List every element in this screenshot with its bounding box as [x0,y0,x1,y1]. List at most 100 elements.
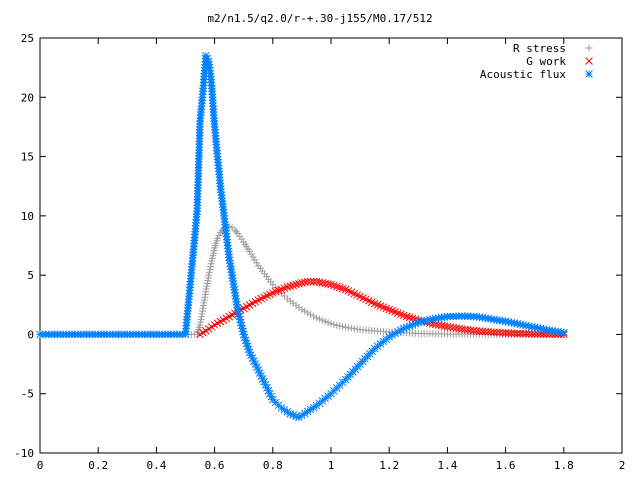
data-point [510,319,519,328]
data-point [310,312,318,320]
legend-marker [585,44,593,52]
data-point [388,306,396,315]
data-point [335,283,344,292]
data-point [321,317,329,325]
data-point [298,278,306,287]
data-point [232,228,240,236]
x-tick-label: 1.6 [496,459,516,472]
data-point [205,271,213,279]
x-tick-label: 2 [619,459,626,472]
data-point [484,327,492,336]
data-point [304,309,312,317]
series-g-work [196,277,568,339]
data-point [269,281,277,289]
data-point [327,320,335,328]
data-point [312,277,321,286]
data-point [533,330,542,338]
y-tick-label: 5 [27,269,34,282]
legend-marker [585,57,593,65]
data-point [510,329,519,338]
data-point [207,260,215,268]
data-point [205,268,213,276]
data-point [289,281,298,290]
data-point [321,279,330,288]
y-tick-label: 25 [21,32,34,45]
x-axis: 0 0.2 0.4 0.6 0.8 1 1.2 1.4 1.6 1.8 2 [37,38,626,472]
data-point [487,328,495,336]
data-point [251,256,259,264]
series-layer [36,51,568,422]
data-point [207,263,215,271]
x-tick-label: 1.2 [379,459,399,472]
data-point [214,234,222,242]
data-point [402,312,411,321]
series-acoustic-flux [36,51,568,422]
data-point [312,314,320,322]
data-point [399,311,408,320]
data-point [394,309,402,317]
y-tick-label: 20 [21,91,34,104]
data-point [373,300,382,309]
data-point [327,280,335,289]
data-point [507,329,516,338]
data-point [493,328,501,337]
data-point [336,322,344,330]
data-point [501,329,510,337]
data-point [559,328,568,337]
data-point [516,329,525,338]
data-point [525,329,533,338]
data-point [306,277,315,286]
y-tick-label: 15 [21,151,34,164]
legend-marker [585,70,593,78]
data-point [315,278,324,287]
x-tick-label: 1 [328,459,335,472]
data-point [303,277,312,286]
data-point [437,321,446,330]
data-point [315,315,323,323]
data-point [536,324,545,333]
data-point [434,321,443,329]
data-point [330,320,338,328]
y-tick-label: 10 [21,210,34,223]
data-point [498,328,507,337]
data-point [260,378,268,386]
chart-title: m2/n1.5/q2.0/r-+.30-j155/M0.17/512 [207,12,432,25]
data-point [298,306,306,314]
data-point [318,316,326,324]
y-tick-label: 0 [27,328,34,341]
data-point [266,389,274,398]
data-point [330,281,338,290]
data-point [286,282,295,291]
y-axis: -10 -5 0 5 10 15 20 25 [14,32,622,460]
data-point [513,329,522,338]
data-point [246,247,254,255]
data-point [431,320,440,329]
data-point [301,307,309,315]
legend-label: Acoustic flux [480,68,566,81]
data-point [324,319,332,327]
data-point [307,311,315,319]
data-point [527,330,536,338]
x-tick-label: 0.6 [205,459,225,472]
data-point [318,278,327,287]
data-point [332,282,341,291]
data-point [253,259,261,267]
data-point [405,313,414,322]
data-point [333,321,341,329]
x-tick-label: 0 [37,459,44,472]
data-point [280,292,288,300]
data-point [231,226,239,234]
data-point [522,329,530,338]
data-point [391,308,399,316]
data-point [379,303,388,312]
data-point [376,302,385,310]
data-point [295,279,303,288]
data-point [519,329,527,338]
x-tick-label: 0.8 [263,459,283,472]
data-point [382,304,391,313]
data-point [216,228,224,236]
legend-label: G work [526,55,566,68]
data-point [396,310,405,319]
